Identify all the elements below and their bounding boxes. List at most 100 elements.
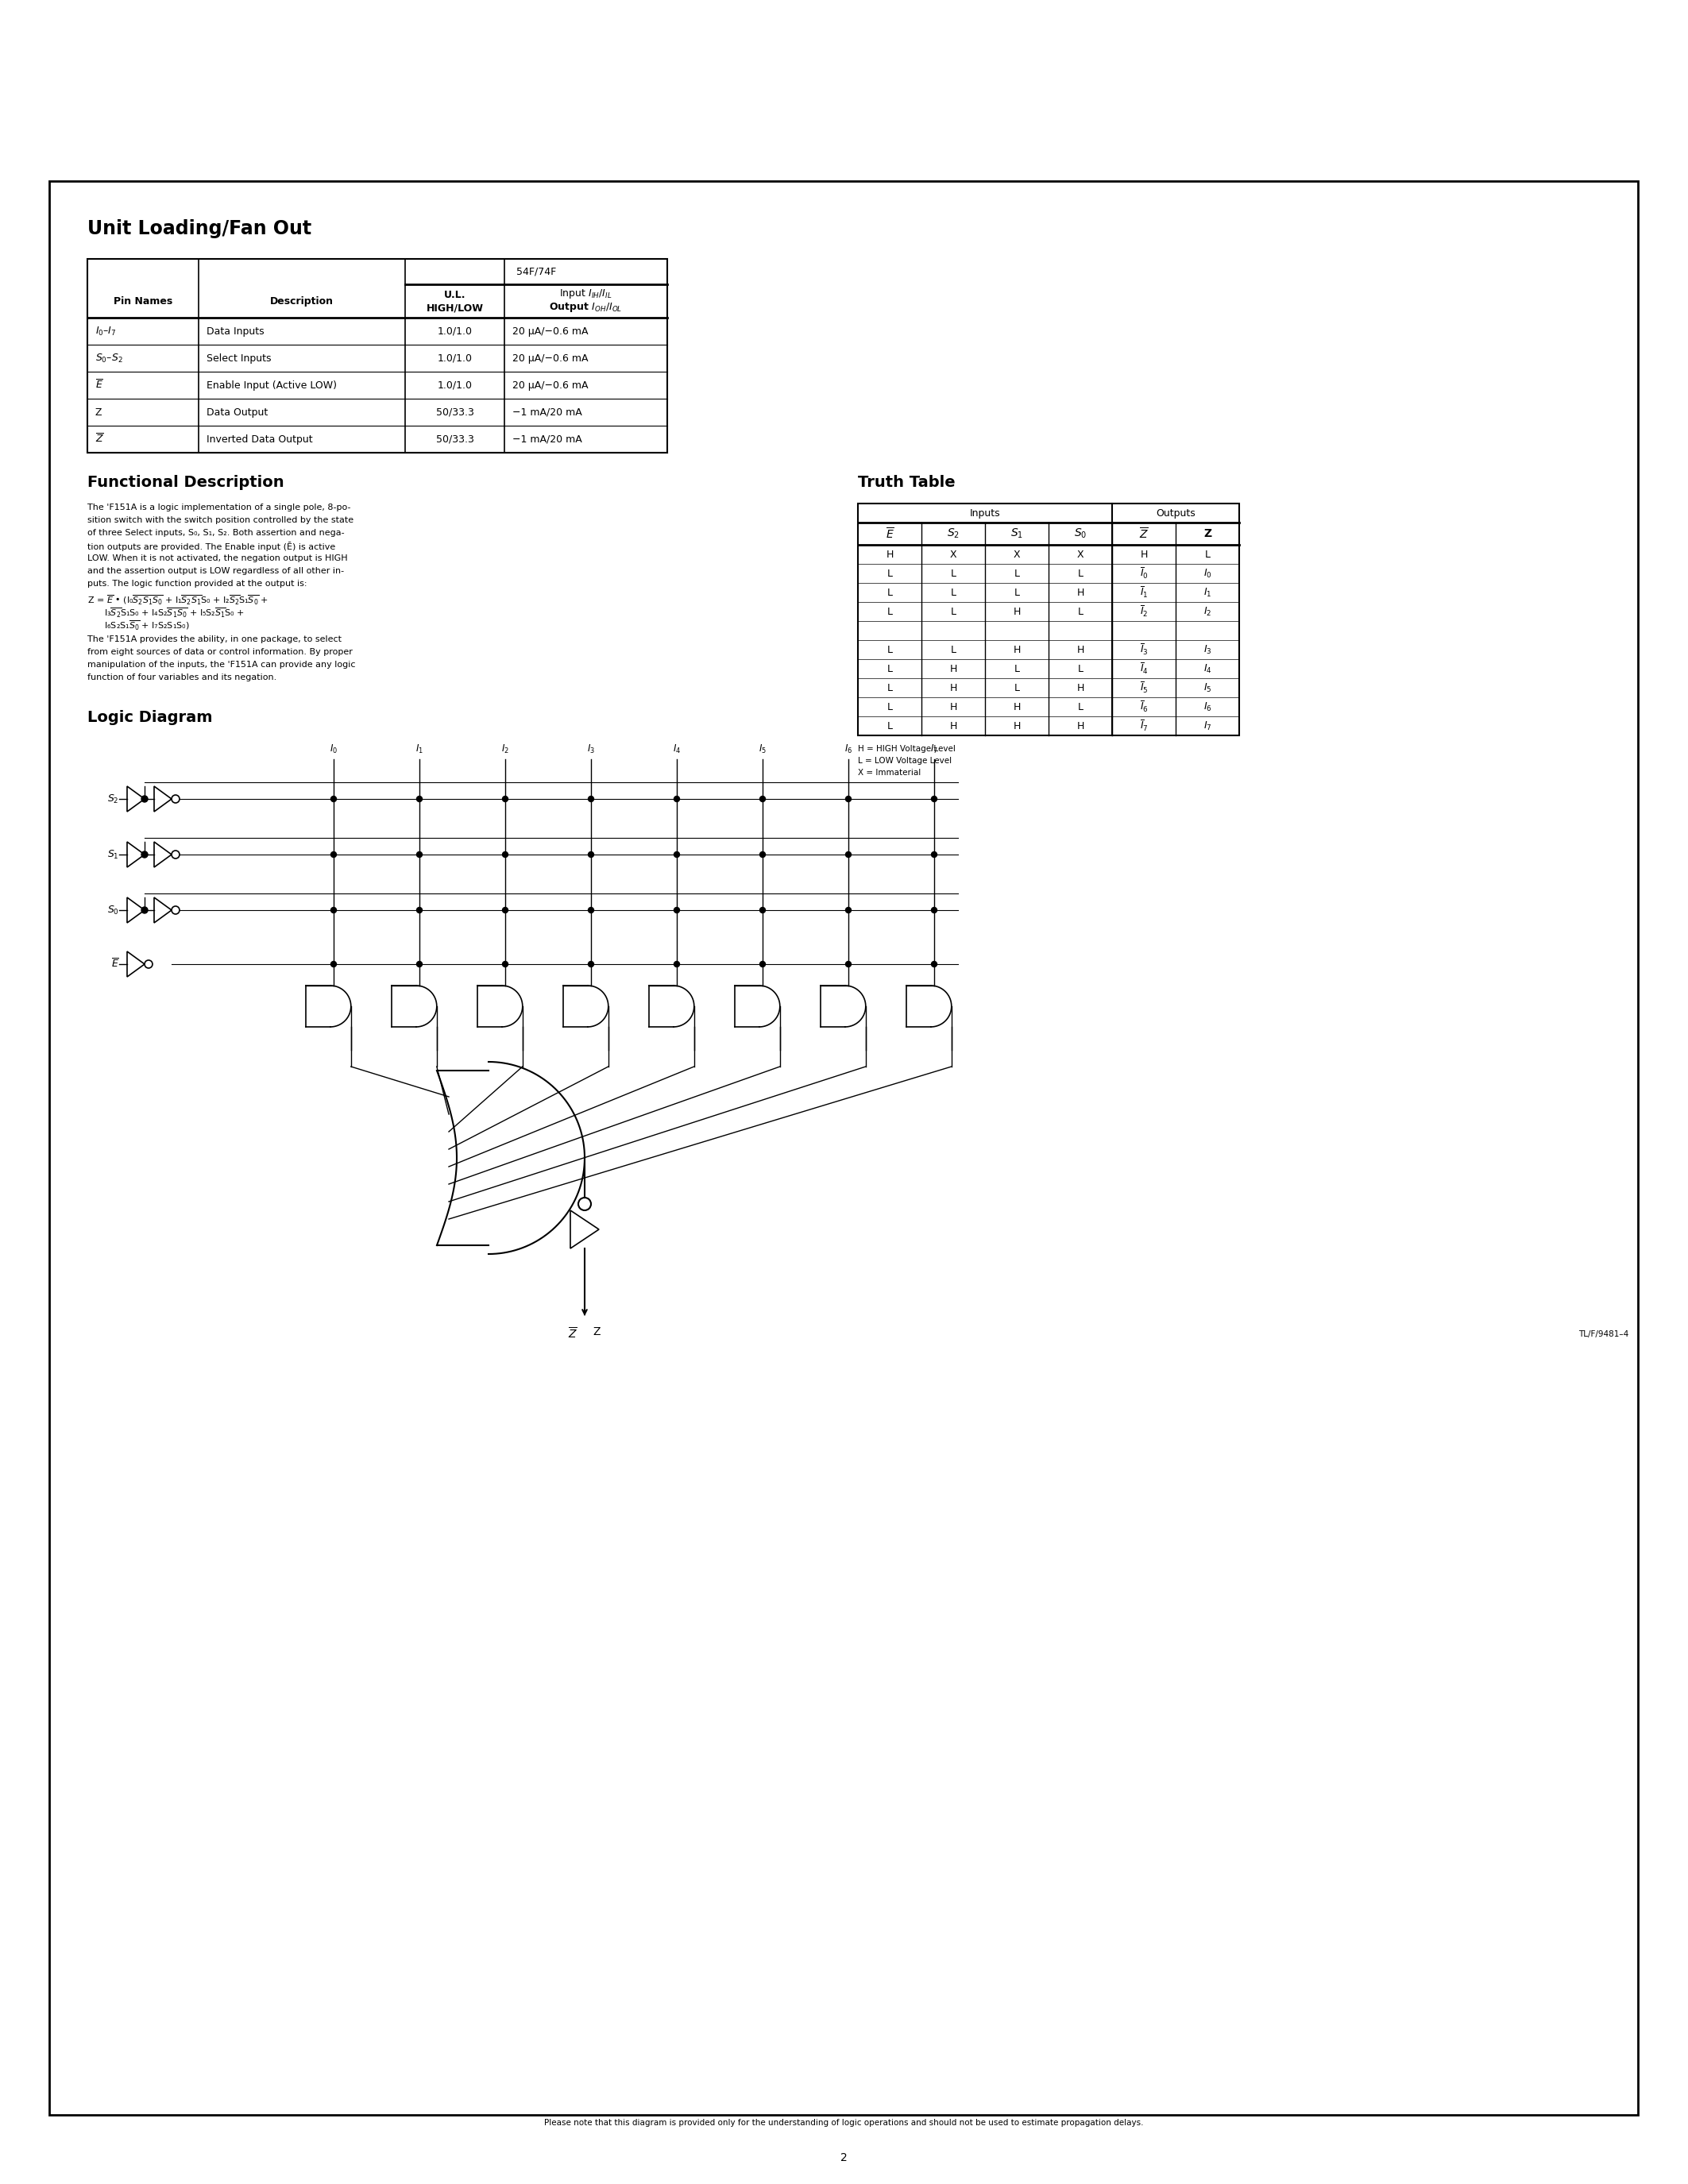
Text: Input $I_{IH}/I_{IL}$: Input $I_{IH}/I_{IL}$ — [559, 288, 613, 299]
Text: X: X — [950, 548, 957, 559]
Text: $S_0$–$S_2$: $S_0$–$S_2$ — [95, 352, 123, 365]
Text: from eight sources of data or control information. By proper: from eight sources of data or control in… — [88, 649, 353, 655]
Text: H: H — [949, 701, 957, 712]
Text: H: H — [1139, 548, 1148, 559]
Circle shape — [331, 906, 336, 913]
Circle shape — [587, 961, 594, 968]
Text: L: L — [886, 664, 893, 675]
Bar — [49, 181, 1637, 2114]
Text: Description: Description — [270, 295, 334, 306]
Text: $I_7$: $I_7$ — [1204, 721, 1212, 732]
Text: 20 μA/−0.6 mA: 20 μA/−0.6 mA — [513, 380, 587, 391]
Text: L: L — [1014, 568, 1020, 579]
Text: Z: Z — [95, 406, 101, 417]
Text: H: H — [1013, 721, 1021, 732]
Text: $S_0$: $S_0$ — [108, 904, 120, 915]
Text: L = LOW Voltage Level: L = LOW Voltage Level — [858, 758, 952, 764]
Text: L: L — [886, 568, 893, 579]
Text: X = Immaterial: X = Immaterial — [858, 769, 922, 778]
Text: L: L — [1077, 568, 1084, 579]
Bar — [858, 505, 1239, 736]
Text: $\overline{I}_3$: $\overline{I}_3$ — [1139, 642, 1148, 657]
Text: L: L — [950, 607, 955, 616]
Text: 50/33.3: 50/33.3 — [436, 435, 474, 443]
Text: and the assertion output is LOW regardless of all other in-: and the assertion output is LOW regardle… — [88, 568, 344, 574]
Text: sition switch with the switch position controlled by the state: sition switch with the switch position c… — [88, 515, 353, 524]
Circle shape — [587, 906, 594, 913]
Text: 2: 2 — [841, 2151, 847, 2164]
Text: L: L — [886, 644, 893, 655]
Circle shape — [932, 797, 937, 802]
Circle shape — [674, 906, 680, 913]
Text: Pin Names: Pin Names — [113, 295, 172, 306]
Text: $I_0$: $I_0$ — [1204, 568, 1212, 579]
Text: H: H — [949, 684, 957, 692]
Text: Unit Loading/Fan Out: Unit Loading/Fan Out — [88, 218, 312, 238]
Circle shape — [142, 906, 149, 913]
Text: $I_0$: $I_0$ — [329, 743, 338, 756]
Circle shape — [417, 852, 422, 858]
Text: $\overline{I}_2$: $\overline{I}_2$ — [1139, 605, 1148, 618]
Text: L: L — [886, 607, 893, 616]
Text: −1 mA/20 mA: −1 mA/20 mA — [513, 406, 582, 417]
Text: $I_2$: $I_2$ — [1204, 605, 1212, 618]
Text: Logic Diagram: Logic Diagram — [88, 710, 213, 725]
Bar — [88, 260, 667, 452]
Text: X: X — [1077, 548, 1084, 559]
Text: $S_1$: $S_1$ — [1011, 526, 1023, 539]
Text: $\overline{Z}$: $\overline{Z}$ — [567, 1326, 577, 1341]
Text: $\overline{I}_0$: $\overline{I}_0$ — [1139, 566, 1148, 581]
Text: L: L — [1014, 587, 1020, 598]
Text: $S_1$: $S_1$ — [108, 850, 120, 860]
Text: H: H — [949, 721, 957, 732]
Circle shape — [587, 852, 594, 858]
Text: function of four variables and its negation.: function of four variables and its negat… — [88, 673, 277, 681]
Text: L: L — [1077, 664, 1084, 675]
Text: I₃$\overline{S_2}$S₁S₀ + I₄S₂$\overline{S_1}$$\overline{S_0}$ + I₅S₂$\overline{S: I₃$\overline{S_2}$S₁S₀ + I₄S₂$\overline{… — [88, 607, 245, 620]
Circle shape — [932, 961, 937, 968]
Text: LOW. When it is not activated, the negation output is HIGH: LOW. When it is not activated, the negat… — [88, 555, 348, 561]
Text: H: H — [949, 664, 957, 675]
Circle shape — [760, 797, 765, 802]
Text: L: L — [950, 568, 955, 579]
Text: $\overline{E}$: $\overline{E}$ — [886, 526, 895, 542]
Circle shape — [417, 797, 422, 802]
Text: L: L — [886, 721, 893, 732]
Text: H: H — [1013, 644, 1021, 655]
Text: Please note that this diagram is provided only for the understanding of logic op: Please note that this diagram is provide… — [544, 2118, 1143, 2127]
Text: H: H — [886, 548, 893, 559]
Circle shape — [760, 906, 765, 913]
Text: H: H — [1077, 721, 1084, 732]
Text: Z: Z — [592, 1326, 601, 1337]
Text: $I_1$: $I_1$ — [1204, 587, 1212, 598]
Text: manipulation of the inputs, the 'F151A can provide any logic: manipulation of the inputs, the 'F151A c… — [88, 662, 356, 668]
Circle shape — [142, 852, 149, 858]
Text: 1.0/1.0: 1.0/1.0 — [437, 325, 473, 336]
Text: Z: Z — [1204, 529, 1212, 539]
Text: H: H — [1077, 644, 1084, 655]
Text: H = HIGH Voltage Level: H = HIGH Voltage Level — [858, 745, 955, 753]
Text: H: H — [1077, 684, 1084, 692]
Circle shape — [503, 797, 508, 802]
Text: L: L — [950, 587, 955, 598]
Text: $\overline{E}$: $\overline{E}$ — [111, 959, 120, 970]
Circle shape — [331, 797, 336, 802]
Circle shape — [331, 852, 336, 858]
Circle shape — [674, 797, 680, 802]
Circle shape — [760, 961, 765, 968]
Text: $S_2$: $S_2$ — [947, 526, 959, 539]
Text: H: H — [1013, 701, 1021, 712]
Text: The 'F151A provides the ability, in one package, to select: The 'F151A provides the ability, in one … — [88, 636, 341, 644]
Text: $\overline{I}_7$: $\overline{I}_7$ — [1139, 719, 1148, 734]
Text: Data Inputs: Data Inputs — [206, 325, 265, 336]
Circle shape — [503, 906, 508, 913]
Circle shape — [846, 852, 851, 858]
Circle shape — [331, 961, 336, 968]
Text: Functional Description: Functional Description — [88, 474, 284, 489]
Text: X: X — [1013, 548, 1020, 559]
Text: $\overline{Z}$: $\overline{Z}$ — [1139, 526, 1148, 542]
Circle shape — [674, 961, 680, 968]
Circle shape — [846, 961, 851, 968]
Text: puts. The logic function provided at the output is:: puts. The logic function provided at the… — [88, 579, 307, 587]
Text: L: L — [950, 644, 955, 655]
